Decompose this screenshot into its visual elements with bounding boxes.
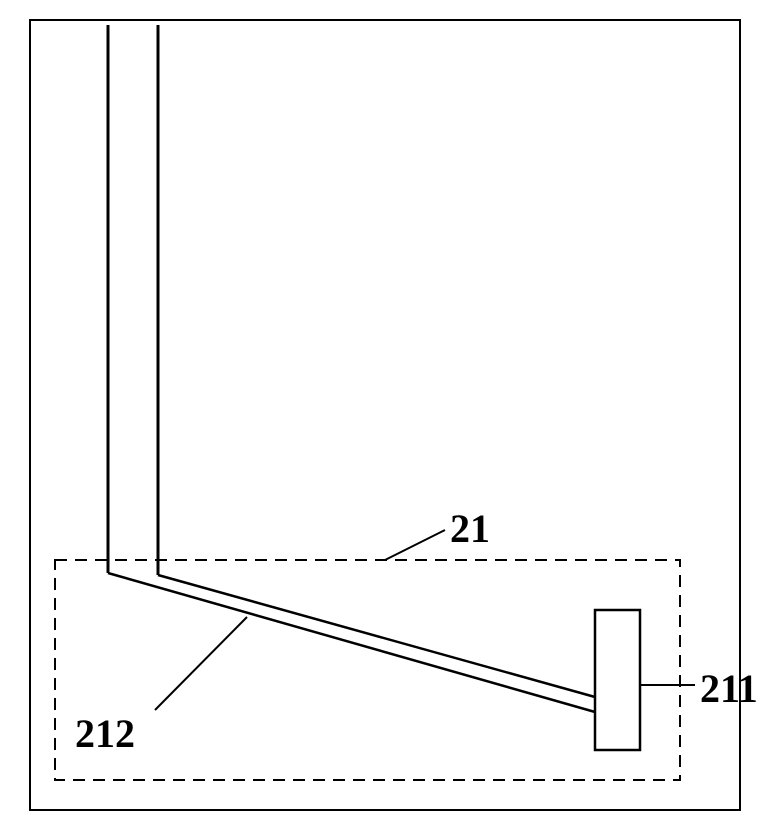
diagram-svg [0,0,771,831]
diagonal-line-lower [108,573,595,712]
rectangle-211 [595,610,640,750]
label-211: 211 [700,665,758,712]
dashed-region-21 [55,560,680,780]
label-212: 212 [75,710,135,757]
diagonal-line-upper [158,575,595,697]
connector-212 [155,617,247,710]
technical-diagram: 21 211 212 [0,0,771,831]
label-21: 21 [450,505,490,552]
connector-21 [385,530,445,560]
